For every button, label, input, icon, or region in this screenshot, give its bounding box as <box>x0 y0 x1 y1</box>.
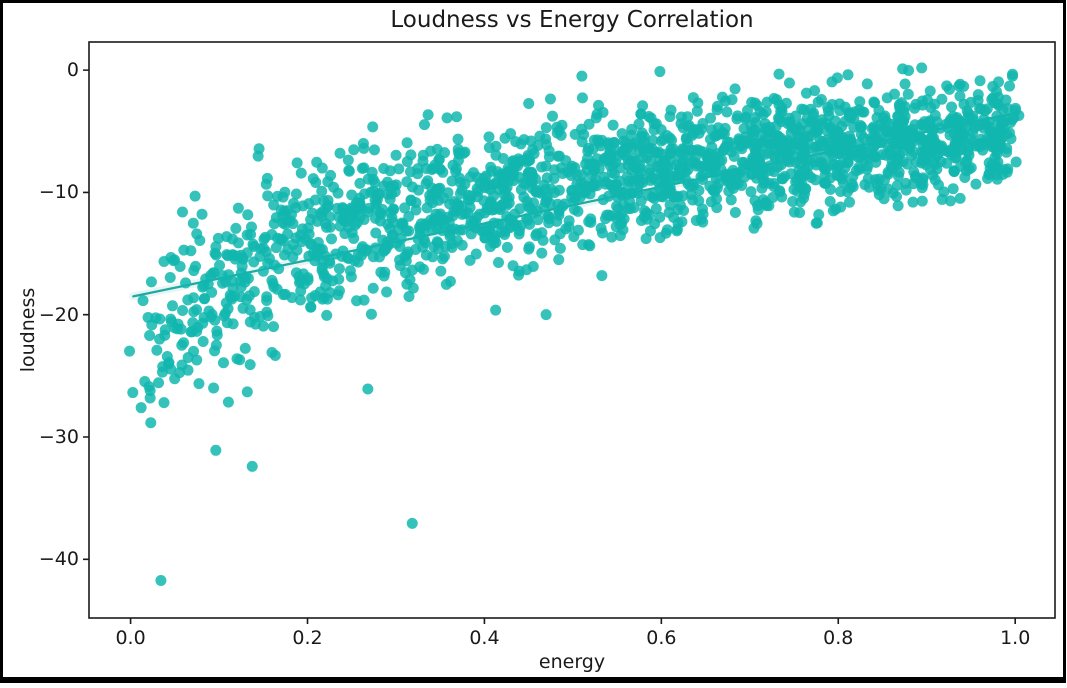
x-tick-label: 0.0 <box>115 627 146 649</box>
y-tick-label: −20 <box>38 303 79 326</box>
x-tick-label: 0.8 <box>823 627 854 649</box>
y-tick-label: −10 <box>38 181 79 204</box>
chart-title: Loudness vs Energy Correlation <box>390 7 754 33</box>
x-axis-label: energy <box>538 651 606 673</box>
x-tick-label: 0.2 <box>292 627 323 649</box>
y-axis-label: loudness <box>17 287 39 373</box>
x-tick-label: 1.0 <box>1000 627 1031 649</box>
x-tick-label: 0.6 <box>646 627 677 649</box>
y-tick-label: −40 <box>38 548 79 571</box>
x-tick-label: 0.4 <box>469 627 500 649</box>
y-tick-label: −30 <box>38 426 79 448</box>
y-tick-label: 0 <box>66 59 79 82</box>
